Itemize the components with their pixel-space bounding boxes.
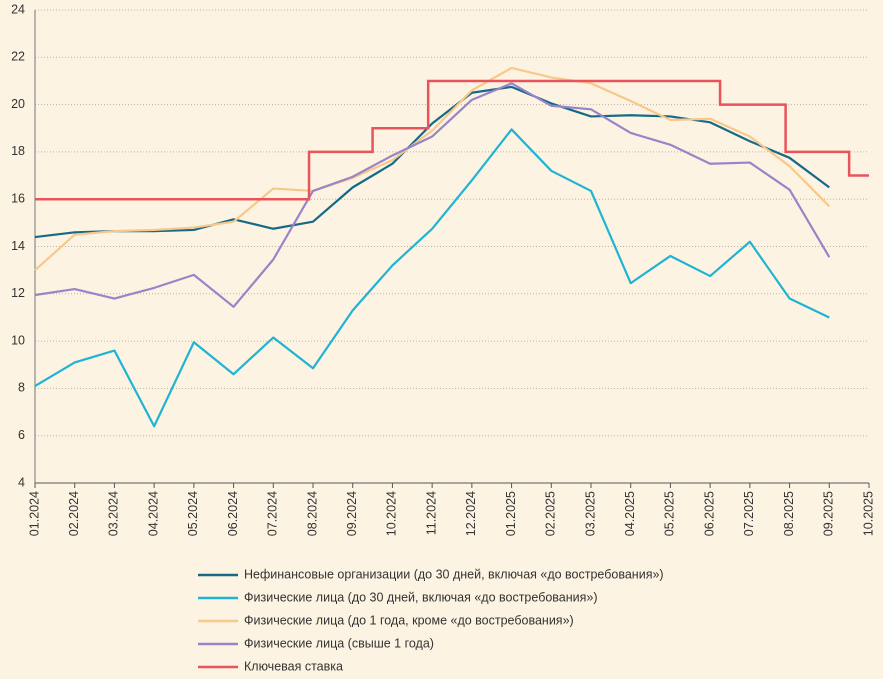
x-tick-label: 09.2025 bbox=[822, 491, 836, 536]
x-tick-label: 05.2025 bbox=[663, 491, 677, 536]
legend: Нефинансовые организации (до 30 дней, вк… bbox=[198, 567, 664, 673]
x-tick-label: 11.2024 bbox=[424, 491, 438, 535]
series-line bbox=[34, 85, 830, 239]
x-tick-label: 04.2025 bbox=[623, 491, 637, 536]
x-tick-label: 07.2024 bbox=[266, 491, 280, 536]
series-line bbox=[34, 128, 830, 428]
y-tick-label: 6 bbox=[18, 428, 25, 442]
legend-label: Нефинансовые организации (до 30 дней, вк… bbox=[244, 567, 664, 581]
y-tick-label: 24 bbox=[11, 2, 25, 16]
x-tick-label: 09.2024 bbox=[345, 491, 359, 536]
legend-label: Ключевая ставка bbox=[244, 659, 343, 673]
legend-label: Физические лица (до 30 дней, включая «до… bbox=[244, 590, 598, 604]
x-tick-label: 05.2024 bbox=[186, 491, 200, 536]
legend-label: Физические лица (свыше 1 года) bbox=[244, 636, 434, 650]
x-tick-label: 03.2024 bbox=[107, 491, 121, 536]
plot-area: 4 6 8 10 12 14 16 18 20 22 24 01.2024 02.2024 03.2024… bbox=[11, 2, 875, 536]
x-tick-label: 10.2024 bbox=[385, 491, 399, 536]
x-tick-label: 02.2025 bbox=[544, 491, 558, 536]
x-tick-label: 02.2024 bbox=[67, 491, 81, 536]
y-tick-label: 20 bbox=[11, 97, 25, 111]
x-tick-label: 12.2024 bbox=[464, 491, 478, 536]
y-tick-label: 12 bbox=[11, 286, 25, 300]
legend-label: Физические лица (до 1 года, кроме «до во… bbox=[244, 613, 574, 627]
y-tick-label: 16 bbox=[11, 191, 25, 205]
x-tick-label: 06.2025 bbox=[702, 491, 716, 536]
x-tick-label: 10.2025 bbox=[861, 491, 875, 536]
step-line bbox=[35, 79, 869, 201]
y-tick-label: 10 bbox=[11, 333, 25, 347]
x-tick-label: 08.2024 bbox=[305, 491, 319, 536]
x-tick-label: 07.2025 bbox=[742, 491, 756, 536]
x-tick-label: 01.2025 bbox=[504, 491, 518, 536]
x-tick-label: 08.2025 bbox=[782, 491, 796, 536]
x-tick-label: 04.2024 bbox=[146, 491, 160, 536]
y-tick-label: 22 bbox=[11, 50, 25, 64]
x-tick-label: 01.2024 bbox=[27, 491, 41, 536]
y-tick-label: 4 bbox=[18, 475, 25, 489]
x-tick-label: 06.2024 bbox=[226, 491, 240, 536]
y-tick-label: 18 bbox=[11, 144, 25, 158]
series-line bbox=[34, 82, 831, 308]
x-tick-label: 03.2025 bbox=[583, 491, 597, 536]
y-tick-label: 8 bbox=[18, 381, 25, 395]
series-line bbox=[34, 66, 831, 271]
y-tick-label: 14 bbox=[11, 239, 25, 253]
